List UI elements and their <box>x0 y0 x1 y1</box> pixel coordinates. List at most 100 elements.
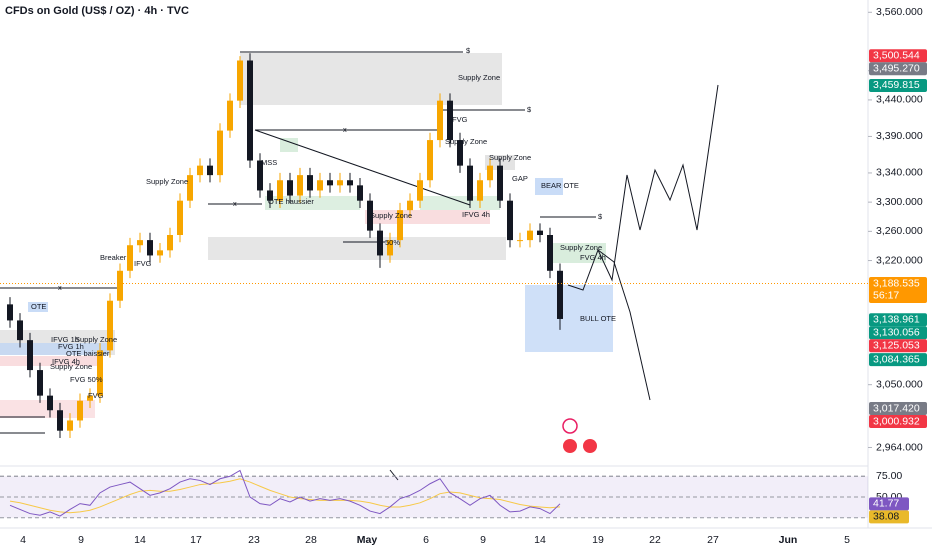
annotation: MSS <box>261 158 277 167</box>
annotation: $ <box>598 212 603 221</box>
y-tick-label: 3,390.000 <box>876 130 923 142</box>
y-tick-label: 3,050.000 <box>876 378 923 390</box>
annotation: OTE <box>31 302 46 311</box>
trend-line <box>254 129 471 206</box>
x-tick-label: 19 <box>592 534 604 546</box>
ifvg-box <box>0 356 100 366</box>
x-tick-label: 6 <box>423 534 429 546</box>
fvg-box <box>265 196 360 210</box>
annotation: Supply Zone <box>560 243 602 252</box>
candle-body <box>467 165 473 201</box>
candle-body <box>187 175 193 201</box>
candle-body <box>497 165 503 201</box>
ote-box <box>28 302 48 312</box>
candle-body <box>17 320 23 341</box>
annotation: IFVG 4h <box>462 210 490 219</box>
candle-body <box>297 175 303 196</box>
candle-body <box>137 240 143 246</box>
fvg-box <box>280 138 298 152</box>
annotation: IFVG 1h <box>51 335 79 344</box>
annotation: $ <box>466 46 471 55</box>
price-tag <box>869 326 927 340</box>
candle-body <box>417 180 423 201</box>
annotation: Supply Zone <box>50 362 92 371</box>
candle-body <box>77 400 83 421</box>
event-flag[interactable] <box>583 439 597 453</box>
candle-body <box>437 100 443 141</box>
event-flag[interactable] <box>563 439 577 453</box>
candle-body <box>237 60 243 101</box>
annotation: GAP <box>512 174 528 183</box>
countdown: 56:17 <box>873 289 899 301</box>
x-tick-label: 14 <box>534 534 546 546</box>
price-tag <box>869 414 927 428</box>
annotation: 50% <box>385 238 400 247</box>
candle-body <box>397 210 403 241</box>
y-tick-label: 3,340.000 <box>876 167 923 179</box>
candle-body <box>527 230 533 241</box>
event-icon[interactable] <box>562 418 578 434</box>
candle-body <box>487 165 493 181</box>
candle-body <box>277 180 283 201</box>
drawings <box>0 51 719 481</box>
candle-body <box>427 140 433 181</box>
candle-body <box>157 250 163 256</box>
candle-body <box>267 190 273 201</box>
bear-ote-box <box>535 178 563 195</box>
price-tag-label: 3,125.053 <box>873 340 920 352</box>
candle-body <box>177 200 183 235</box>
candle-body <box>447 100 453 141</box>
annotation: FVG <box>452 115 468 124</box>
y-tick-label: 3,260.000 <box>876 225 923 237</box>
ifvg-box <box>365 210 490 224</box>
annotation: $ <box>527 105 532 114</box>
price-tag <box>869 49 927 63</box>
candle-body <box>457 140 463 166</box>
x-tick-label: 27 <box>707 534 719 546</box>
x-tick-label: 28 <box>305 534 317 546</box>
candle-body <box>507 200 513 241</box>
candle-body <box>127 245 133 271</box>
candle-body <box>517 240 523 242</box>
x-tick-label: 14 <box>134 534 146 546</box>
fvg-box <box>548 243 606 263</box>
annotation: OTE haussier <box>268 197 314 206</box>
candle-body <box>147 240 153 256</box>
supply-zone-box <box>240 53 502 105</box>
x-tick-label: 9 <box>480 534 486 546</box>
candle-body <box>307 175 313 191</box>
candle-body <box>227 100 233 131</box>
annotation: Breaker <box>100 253 127 262</box>
candle-body <box>547 235 553 271</box>
x-tick-label: Jun <box>779 534 798 546</box>
price-tag-label: 3,495.270 <box>873 62 920 74</box>
x-tick-label: May <box>357 534 378 546</box>
candle-body <box>107 300 113 351</box>
annotation: BEAR OTE <box>541 181 579 190</box>
price-tag-label: 3,500.544 <box>873 49 920 61</box>
annotation: Supply Zone <box>146 177 188 186</box>
annotation: IFVG 4h <box>52 357 80 366</box>
candle-body <box>117 270 123 301</box>
price-tag-label: 3,188.535 <box>873 277 920 289</box>
candle-body <box>537 230 543 235</box>
rsi-value-tag-label: 38.08 <box>873 511 899 523</box>
candle-body <box>217 130 223 176</box>
annotation: OTE baissier <box>66 349 110 358</box>
candle-body <box>387 240 393 256</box>
candle-body <box>557 270 563 319</box>
candle-body <box>347 180 353 186</box>
annotation: FVG 50% <box>70 375 103 384</box>
annotation: Supply Zone <box>445 137 487 146</box>
marker-line <box>389 469 399 481</box>
price-tag <box>869 277 927 304</box>
rsi-value-tag-label: 41.77 <box>873 498 899 510</box>
price-tag <box>869 62 927 76</box>
x-tick-label: 5 <box>844 534 850 546</box>
projection-up <box>567 84 719 291</box>
rsi-tick-label: 75.00 <box>876 470 902 482</box>
candle-body <box>37 370 43 396</box>
y-tick-label: 3,300.000 <box>876 196 923 208</box>
candle-body <box>247 60 253 161</box>
